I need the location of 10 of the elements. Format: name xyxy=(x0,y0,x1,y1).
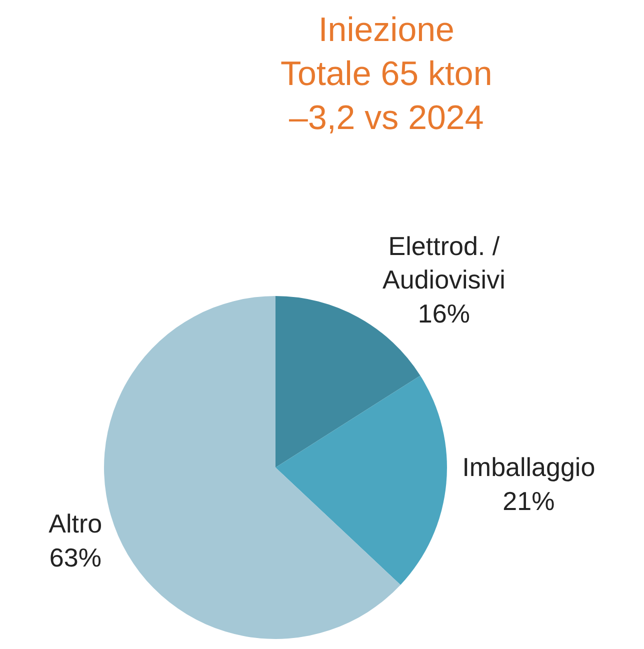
slice-label: Imballaggio xyxy=(462,452,596,482)
data-label: 63% xyxy=(49,542,102,573)
data-label: 16% xyxy=(418,298,470,329)
chart-title: Iniezione Totale 65 kton –3,2 vs 2024 xyxy=(280,10,492,138)
pie-slice xyxy=(104,296,401,639)
data-label: 21% xyxy=(502,486,555,516)
slice-label: Elettrod. / Audiovisivi xyxy=(382,230,506,295)
pie-slice xyxy=(276,296,420,468)
slice-label: Altro xyxy=(48,508,102,539)
pie-slice xyxy=(276,376,447,585)
